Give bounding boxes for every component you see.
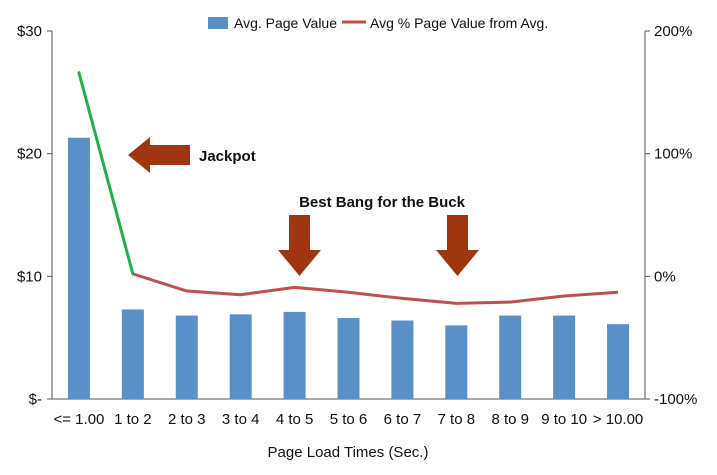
x-tick-label: 4 to 5 — [276, 411, 314, 428]
x-tick-labels: <= 1.00 1 to 2 2 to 3 3 to 4 4 to 5 5 to 6 6 t… — [54, 411, 644, 428]
right-tick-labels: -100% 0% 100% 200% — [645, 23, 697, 408]
jackpot-label: Jackpot — [199, 148, 256, 165]
x-tick-label: 9 to 10 — [541, 411, 587, 428]
left-tick-label: $30 — [17, 23, 42, 40]
bar — [175, 315, 198, 399]
series-lines — [77, 71, 619, 305]
x-tick-label: <= 1.00 — [54, 411, 105, 428]
right-tick-label: 200% — [654, 23, 692, 40]
right-tick-label: 100% — [654, 146, 692, 163]
bar — [607, 324, 630, 399]
bar — [391, 320, 414, 399]
bar — [283, 311, 306, 399]
annotations: Jackpot Best Bang for the Buck — [128, 137, 479, 276]
bar — [229, 314, 252, 399]
x-tick-label: 8 to 9 — [491, 411, 529, 428]
bar — [445, 325, 468, 399]
bar — [121, 309, 144, 399]
x-tick-label: 7 to 8 — [438, 411, 476, 428]
bar — [337, 318, 360, 399]
left-tick-label: $10 — [17, 268, 42, 285]
x-tick-label: 5 to 6 — [330, 411, 368, 428]
bars — [67, 137, 630, 399]
legend-label-line: Avg % Page Value from Avg. — [370, 15, 548, 31]
right-tick-label: -100% — [654, 391, 697, 408]
bar — [67, 137, 90, 399]
best-bang-arrow-2-icon — [436, 215, 479, 276]
left-tick-label: $- — [29, 391, 42, 408]
x-tick-label: > 10.00 — [593, 411, 643, 428]
x-tick-label: 1 to 2 — [114, 411, 152, 428]
right-tick-label: 0% — [654, 268, 676, 285]
x-tick-label: 2 to 3 — [168, 411, 206, 428]
left-tick-labels: $- $10 $20 $30 — [17, 23, 52, 408]
best-bang-label: Best Bang for the Buck — [299, 194, 466, 211]
best-bang-arrow-1-icon — [278, 215, 321, 276]
legend-label-bar: Avg. Page Value — [234, 15, 337, 31]
legend: Avg. Page Value Avg % Page Value from Av… — [208, 15, 548, 31]
series-line-highlight — [77, 71, 135, 276]
jackpot-arrow-icon — [128, 137, 190, 173]
bar — [499, 315, 522, 399]
left-tick-label: $20 — [17, 146, 42, 163]
bar — [553, 315, 576, 399]
x-axis-title: Page Load Times (Sec.) — [268, 444, 429, 461]
x-tick-label: 3 to 4 — [222, 411, 260, 428]
legend-swatch-bar — [208, 17, 228, 29]
x-tick-label: 6 to 7 — [384, 411, 422, 428]
series-line — [132, 272, 619, 305]
